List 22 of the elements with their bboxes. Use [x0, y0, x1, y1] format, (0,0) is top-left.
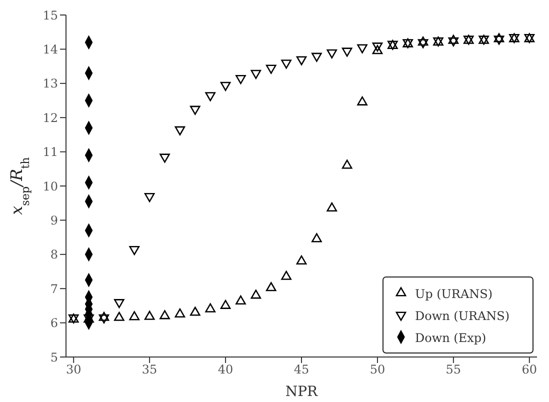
x-tick-label: 45	[294, 362, 310, 377]
x-axis-title: NPR	[285, 384, 318, 400]
y-tick-label: 15	[42, 8, 58, 22]
y-tick-label: 13	[42, 76, 58, 91]
y-tick-label: 9	[50, 213, 58, 228]
y-tick-label: 14	[42, 42, 58, 56]
x-tick-label: 55	[446, 362, 462, 377]
x-tick-label: 35	[142, 362, 158, 377]
x-tick-label: 50	[370, 362, 386, 377]
legend-label: Down (URANS)	[415, 309, 510, 323]
legend-label: Up (URANS)	[415, 287, 493, 301]
y-tick-label: 6	[50, 316, 58, 330]
x-tick-label: 40	[218, 362, 234, 377]
y-tick-label: 12	[42, 110, 58, 125]
legend-label: Down (Exp)	[415, 331, 486, 345]
y-tick-label: 11	[42, 145, 58, 160]
y-tick-label: 8	[50, 248, 58, 262]
y-tick-label: 5	[50, 350, 58, 364]
x-tick-label: 60	[522, 362, 538, 377]
x-tick-label: 30	[66, 362, 82, 377]
y-tick-label: 7	[50, 282, 58, 296]
y-tick-label: 10	[42, 179, 58, 194]
